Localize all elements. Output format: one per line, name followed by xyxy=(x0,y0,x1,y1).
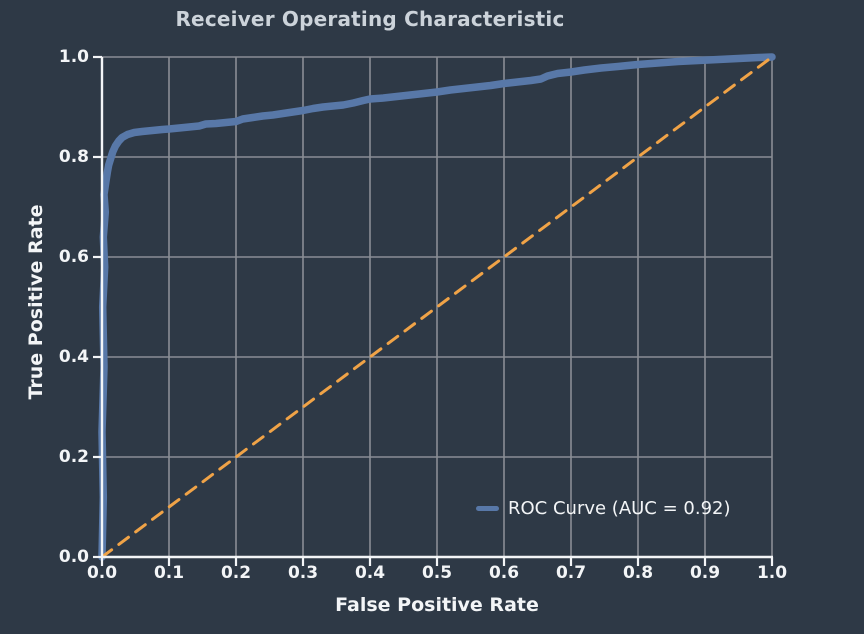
x-tick-label: 0.0 xyxy=(86,563,118,583)
y-tick-label: 0.0 xyxy=(58,547,89,567)
axis-tick-marks xyxy=(93,55,774,566)
roc-curve-path xyxy=(98,53,776,561)
chart-title: Receiver Operating Characteristic xyxy=(175,7,565,31)
x-tick-label: 0.1 xyxy=(153,563,185,583)
x-tick-label: 0.6 xyxy=(488,563,520,583)
x-axis-label: False Positive Rate xyxy=(335,594,539,616)
roc-curve-line xyxy=(98,53,776,561)
y-axis-label: True Positive Rate xyxy=(25,204,47,400)
legend-roc-swatch xyxy=(476,505,499,511)
legend-roc-label: ROC Curve (AUC = 0.92) xyxy=(508,497,731,519)
x-tick-label: 0.5 xyxy=(421,563,453,583)
y-tick-label: 1.0 xyxy=(58,47,89,67)
x-tick-label: 0.3 xyxy=(287,563,319,583)
x-tick-label: 0.7 xyxy=(555,563,587,583)
x-tick-label: 1.0 xyxy=(756,563,788,583)
chance-diagonal-line xyxy=(100,55,774,559)
x-tick-label: 0.2 xyxy=(220,563,252,583)
y-tick-label: 0.4 xyxy=(58,347,89,367)
x-tick-label: 0.8 xyxy=(622,563,654,583)
legend: ROC Curve (AUC = 0.92) xyxy=(476,496,731,520)
chance-diagonal-path xyxy=(100,55,774,559)
y-tick-label: 0.8 xyxy=(58,147,89,167)
y-tick-label: 0.6 xyxy=(58,247,89,267)
x-tick-label: 0.9 xyxy=(689,563,721,583)
x-tick-label: 0.4 xyxy=(354,563,386,583)
y-tick-label: 0.2 xyxy=(58,447,89,467)
